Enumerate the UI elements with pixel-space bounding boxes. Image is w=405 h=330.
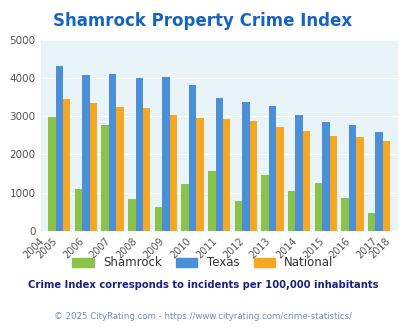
Text: Crime Index corresponds to incidents per 100,000 inhabitants: Crime Index corresponds to incidents per… bbox=[28, 280, 377, 290]
Bar bbox=[321, 122, 329, 231]
Bar bbox=[143, 108, 150, 231]
Bar bbox=[55, 66, 63, 231]
Bar bbox=[268, 106, 276, 231]
Bar bbox=[287, 191, 295, 231]
Bar bbox=[90, 103, 97, 231]
Bar bbox=[128, 199, 135, 231]
Legend: Shamrock, Texas, National: Shamrock, Texas, National bbox=[68, 252, 337, 274]
Bar bbox=[222, 119, 230, 231]
Bar bbox=[188, 85, 196, 231]
Bar bbox=[234, 201, 241, 231]
Bar bbox=[207, 171, 215, 231]
Bar bbox=[356, 137, 363, 231]
Bar bbox=[341, 198, 348, 231]
Bar bbox=[135, 78, 143, 231]
Bar bbox=[382, 141, 390, 231]
Bar bbox=[116, 107, 124, 231]
Bar bbox=[154, 207, 162, 231]
Bar bbox=[101, 125, 109, 231]
Bar bbox=[63, 99, 70, 231]
Bar bbox=[302, 131, 310, 231]
Bar bbox=[181, 183, 188, 231]
Text: © 2025 CityRating.com - https://www.cityrating.com/crime-statistics/: © 2025 CityRating.com - https://www.city… bbox=[54, 312, 351, 321]
Bar bbox=[295, 115, 302, 231]
Text: Shamrock Property Crime Index: Shamrock Property Crime Index bbox=[53, 13, 352, 30]
Bar bbox=[162, 77, 169, 231]
Bar bbox=[261, 176, 268, 231]
Bar bbox=[367, 214, 375, 231]
Bar bbox=[276, 127, 283, 231]
Bar bbox=[75, 189, 82, 231]
Bar bbox=[329, 136, 336, 231]
Bar bbox=[48, 117, 55, 231]
Bar bbox=[169, 115, 177, 231]
Bar bbox=[196, 118, 203, 231]
Bar bbox=[375, 132, 382, 231]
Bar bbox=[249, 121, 256, 231]
Bar bbox=[241, 102, 249, 231]
Bar bbox=[215, 98, 222, 231]
Bar bbox=[82, 75, 90, 231]
Bar bbox=[109, 74, 116, 231]
Bar bbox=[314, 183, 321, 231]
Bar bbox=[348, 125, 356, 231]
